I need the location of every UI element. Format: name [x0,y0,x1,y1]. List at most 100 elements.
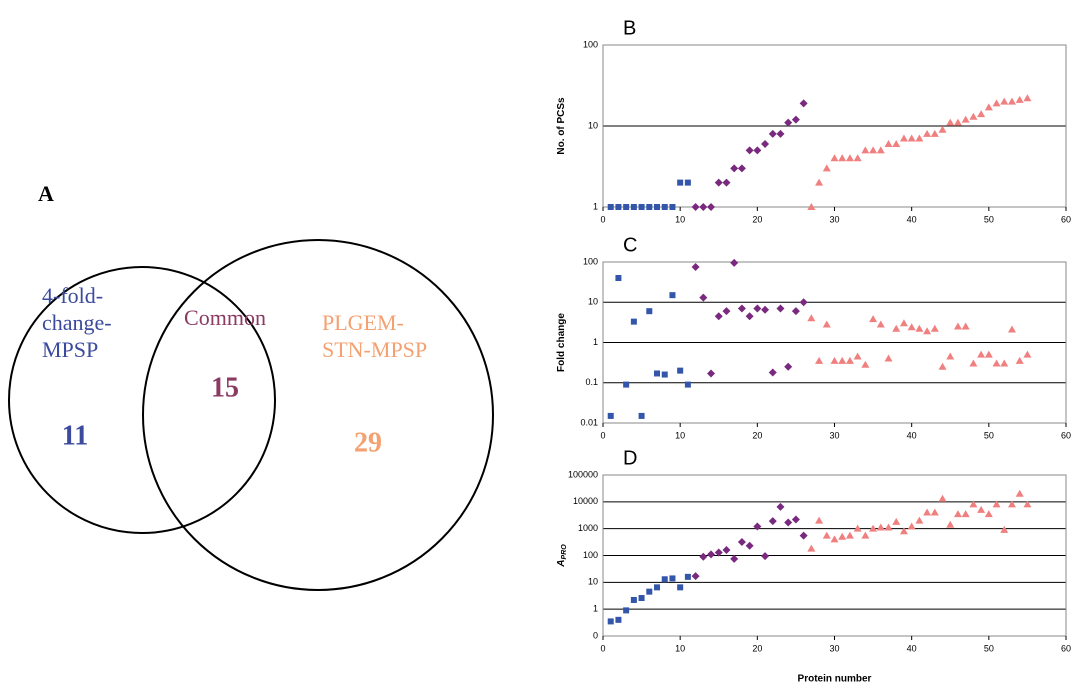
data-point [730,554,739,563]
y-tick-label: 1 [593,201,598,211]
venn-diagram: A 4-fold-change-MPSP 11 Common 15 PLGEM-STN-… [8,181,494,591]
data-point [869,524,878,532]
data-point [707,550,716,559]
data-point [745,312,754,321]
data-point [892,324,901,332]
data-point [753,304,762,313]
data-point [730,164,739,173]
data-point [630,318,637,325]
data-point [946,520,955,528]
data-point [953,322,962,330]
data-point [607,618,614,625]
data-point [661,576,668,583]
data-point [707,203,716,211]
x-tick-label: 40 [907,430,917,440]
data-point [830,535,839,543]
data-point [753,146,762,155]
data-point [845,154,854,162]
data-point [953,510,962,518]
y-tick-label: 10000 [573,496,598,506]
data-point [699,552,708,561]
data-point [884,139,893,147]
data-point [761,552,770,561]
data-point [761,139,770,148]
data-point [646,204,653,210]
data-point [630,596,637,603]
y-tick-label: 0 [593,630,598,640]
y-axis-label: Fold change [556,313,567,372]
data-point [753,522,762,531]
x-tick-label: 10 [675,214,685,224]
set-count: 29 [354,427,382,458]
data-point [699,203,708,211]
x-tick-label: 20 [752,430,762,440]
data-point [969,359,978,367]
x-tick-label: 50 [984,643,994,653]
x-tick-label: 50 [984,430,994,440]
data-point [822,164,831,172]
data-point [1007,500,1016,508]
data-point [1015,95,1024,103]
data-point [784,118,793,127]
data-point [745,541,754,550]
data-point [722,546,731,555]
data-point [822,320,831,328]
set-label: STN-MPSP [322,337,427,362]
data-point [677,367,684,374]
data-point [699,293,708,302]
data-point [654,370,661,377]
data-point [730,258,739,267]
data-point [899,319,908,327]
data-point [1015,356,1024,364]
x-tick-label: 0 [600,214,605,224]
data-point [737,164,746,173]
x-tick-label: 40 [907,643,917,653]
data-point [992,500,1001,508]
data-point [791,115,800,124]
data-point [953,118,962,126]
data-point [961,510,970,518]
y-axis-label-text: No. of PCSs [556,97,567,155]
x-tick-label: 30 [829,214,839,224]
data-point [1023,350,1032,358]
data-point [607,412,614,419]
data-point [807,314,816,322]
data-point [638,412,645,419]
data-point [761,305,770,314]
data-point [915,134,924,142]
data-point [768,517,777,526]
panel-label: B [623,17,636,39]
data-point [638,204,645,210]
y-tick-label: 1 [593,604,598,614]
data-point [807,203,816,210]
data-point [915,516,924,524]
data-point [892,139,901,147]
data-point [737,304,746,313]
data-point [977,505,986,513]
x-tick-label: 10 [675,430,685,440]
data-point [768,129,777,138]
data-point [876,320,885,328]
data-point [776,304,785,313]
data-point [615,204,622,210]
data-point [838,532,847,540]
set-label: Common [184,305,266,330]
set-label: MPSP [42,337,98,362]
data-point [815,178,824,186]
data-point [946,352,955,360]
data-point [623,607,630,614]
data-point [899,527,908,535]
data-point [684,179,691,186]
data-point [853,524,862,532]
data-point [876,523,885,531]
data-point [791,515,800,524]
data-point [1015,489,1024,497]
data-point [745,146,754,155]
x-tick-label: 40 [907,214,917,224]
data-point [923,508,932,516]
data-point [977,110,986,118]
data-point [930,129,939,137]
x-tick-label: 60 [1061,430,1071,440]
data-point [638,595,645,602]
data-point [684,573,691,580]
